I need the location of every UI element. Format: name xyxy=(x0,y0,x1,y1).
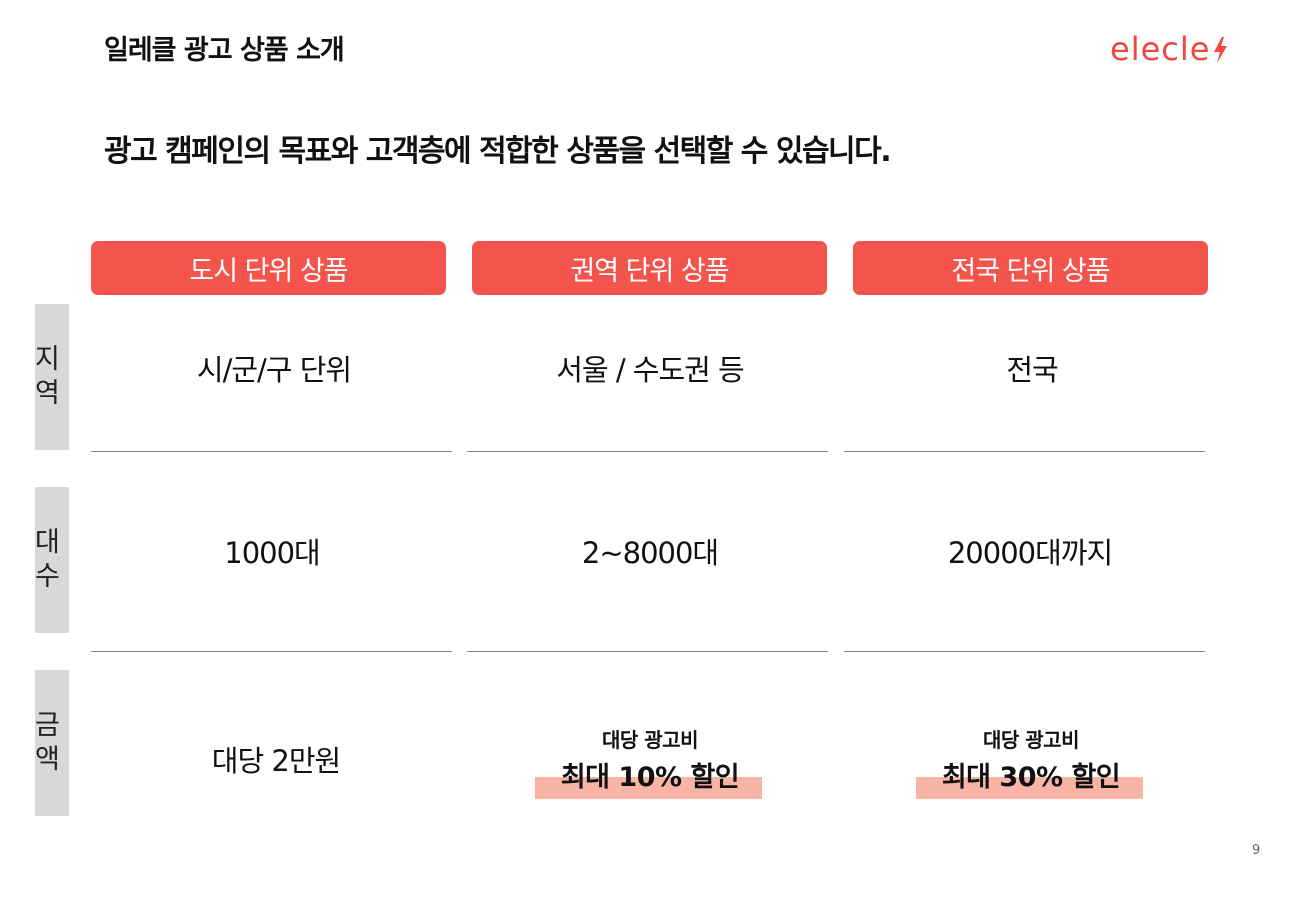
price-label: 대당 광고비 xyxy=(602,728,698,752)
cell-city-region: 시/군/구 단위 xyxy=(196,353,352,387)
lightning-bolt-icon xyxy=(1214,37,1228,63)
row-label-price: 금액 xyxy=(35,670,69,816)
cell-region-count: 2~8000대 xyxy=(581,536,719,570)
discount-text: 최대 30% 할인 xyxy=(941,762,1121,793)
discount-highlight: 최대 10% 할인 xyxy=(534,755,763,799)
divider xyxy=(91,451,452,452)
column-header-region: 권역 단위 상품 xyxy=(472,241,827,295)
cell-region-region: 서울 / 수도권 등 xyxy=(556,353,745,387)
discount-highlight: 최대 30% 할인 xyxy=(915,755,1144,799)
logo-text: elecle xyxy=(1110,30,1211,68)
cell-region-price: 대당 광고비 최대 10% 할인 xyxy=(470,724,830,799)
cell-national-price: 대당 광고비 최대 30% 할인 xyxy=(851,724,1211,799)
cell-national-region: 전국 xyxy=(1006,353,1058,387)
highlight-bar xyxy=(915,777,1144,799)
row-label-region: 지역 xyxy=(35,304,69,450)
price-label: 대당 광고비 xyxy=(983,728,1079,752)
divider xyxy=(844,651,1205,652)
elecle-logo: elecle xyxy=(1110,30,1228,68)
discount-text: 최대 10% 할인 xyxy=(560,762,740,793)
highlight-bar xyxy=(534,777,763,799)
subtitle: 광고 캠페인의 목표와 고객층에 적합한 상품을 선택할 수 있습니다. xyxy=(104,134,892,169)
column-header-national: 전국 단위 상품 xyxy=(853,241,1208,295)
divider xyxy=(467,451,828,452)
divider xyxy=(844,451,1205,452)
cell-national-count: 20000대까지 xyxy=(947,536,1113,570)
divider xyxy=(467,651,828,652)
page-title: 일레클 광고 상품 소개 xyxy=(104,35,345,66)
column-header-city: 도시 단위 상품 xyxy=(91,241,446,295)
page-number: 9 xyxy=(1252,843,1261,858)
row-label-count: 대수 xyxy=(35,487,69,633)
divider xyxy=(91,651,452,652)
cell-city-count: 1000대 xyxy=(224,536,320,570)
cell-city-price: 대당 2만원 xyxy=(211,744,341,778)
